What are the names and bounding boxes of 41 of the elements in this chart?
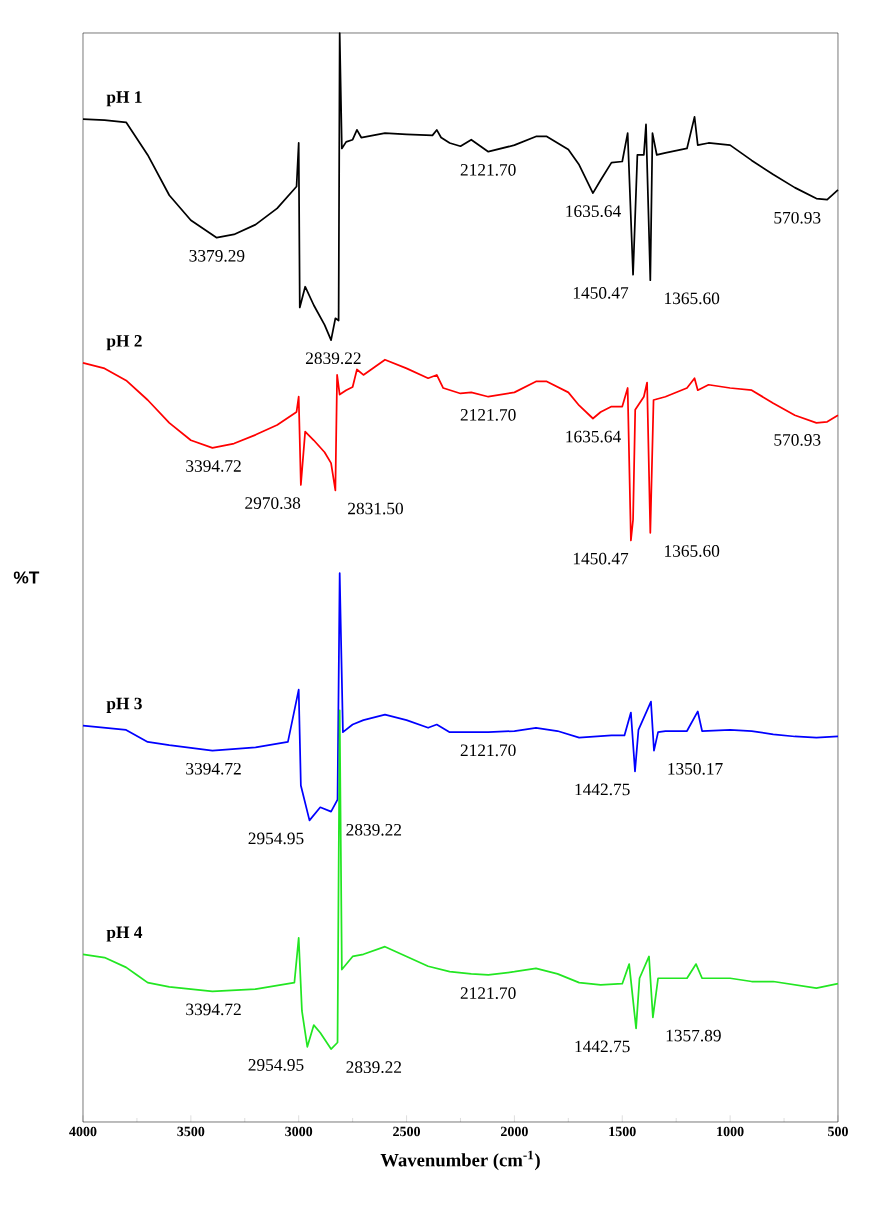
x-tick-label: 2000 (501, 1126, 528, 1137)
annotation: 1635.64 (566, 205, 621, 218)
x-tick-label: 3000 (285, 1126, 313, 1137)
annotation: 3394.72 (186, 762, 241, 775)
annotation: 570.93 (774, 434, 821, 446)
annotation: 2954.95 (248, 1059, 304, 1071)
annotation: 2831.50 (348, 502, 403, 515)
x-axis-title: Wavenumber (cm$^{-1}$) (380, 1150, 540, 1171)
annotation: 3394.72 (186, 1003, 241, 1016)
x-tick-label: 4000 (69, 1126, 97, 1137)
series-label: pH 4 (106, 926, 143, 942)
annotation: 1365.60 (665, 545, 720, 557)
x-tick-label: 1000 (717, 1126, 744, 1137)
annotation: 1450.47 (573, 287, 629, 299)
annotation: 2839.22 (346, 823, 402, 836)
annotation: 1357.89 (666, 1029, 721, 1042)
series-label: pH 3 (106, 697, 142, 713)
x-tick-label: 500 (828, 1126, 848, 1137)
x-tick-label: 3500 (177, 1126, 205, 1137)
y-axis-title: %T (13, 571, 40, 584)
annotation: 1350.17 (668, 762, 723, 775)
series-label: pH 2 (106, 335, 142, 351)
annotation: 3379.29 (189, 249, 245, 262)
x-tick-label: 1500 (609, 1126, 636, 1137)
annotation: 2954.95 (248, 832, 304, 845)
annotation: 2839.22 (305, 352, 361, 365)
annotation: 2121.70 (460, 987, 516, 1000)
annotation: 1442.75 (575, 1040, 630, 1053)
annotation: 3394.72 (186, 460, 241, 472)
x-tick-label: 2500 (393, 1126, 421, 1137)
annotation: 2839.22 (346, 1061, 402, 1074)
annotation: 2121.70 (460, 163, 516, 176)
annotation: 1635.64 (566, 430, 621, 443)
annotation: 570.93 (774, 211, 821, 224)
annotation: 2121.70 (460, 744, 516, 757)
annotation: 1450.47 (573, 552, 629, 565)
annotation: 2970.38 (245, 497, 301, 509)
annotation: 1365.60 (665, 292, 720, 305)
series-label: pH 1 (106, 91, 142, 107)
annotation: 2121.70 (460, 408, 516, 421)
annotation: 1442.75 (575, 783, 630, 796)
